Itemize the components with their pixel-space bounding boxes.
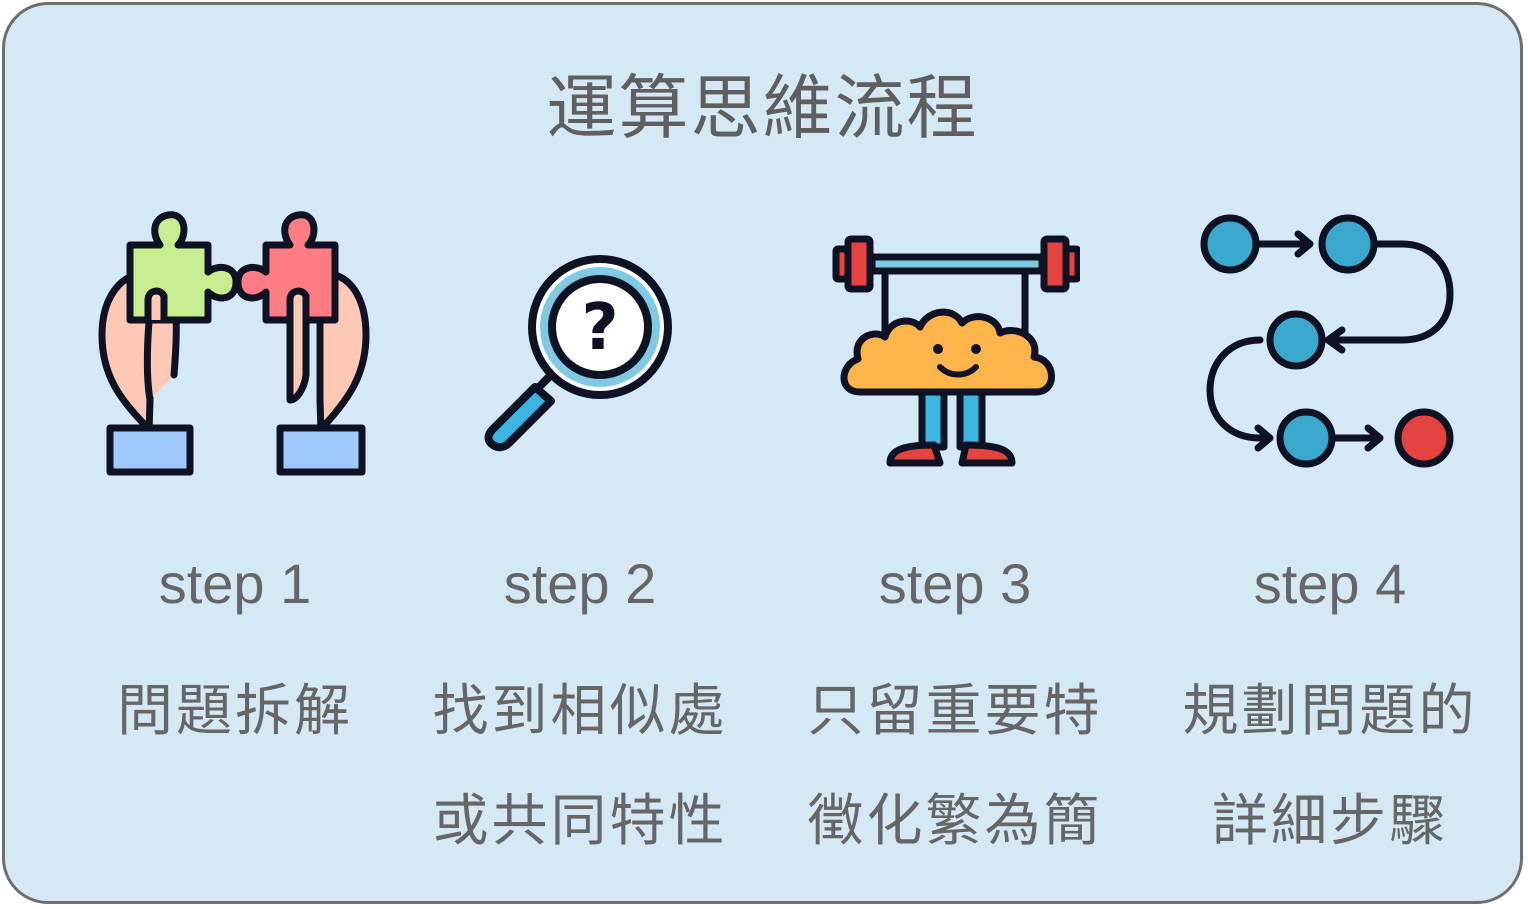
step-1-line-1: 問題拆解 (117, 679, 353, 744)
svg-text:?: ? (581, 291, 618, 365)
step-3-line-1: 只留重要特 (807, 679, 1103, 744)
step-3: step 3 只留重要特 徵化繁為簡 (765, 5, 1145, 907)
step-1-label: step 1 (158, 552, 312, 615)
step-2-line-2: 或共同特性 (432, 789, 728, 854)
step-4: step 4 規劃問題的 詳細步驟 (1140, 5, 1520, 907)
step-4-label: step 4 (1253, 552, 1407, 615)
step-1: step 1 問題拆解 (45, 5, 425, 907)
flow-path-icon (1200, 210, 1460, 474)
magnifier-question-icon: ? (475, 245, 685, 459)
step-4-line-2: 詳細步驟 (1212, 789, 1448, 854)
step-2-description: 找到相似處 或共同特性 (390, 657, 770, 877)
step-1-description: 問題拆解 (45, 657, 425, 767)
diagram-title: 運算思維流程 (546, 67, 979, 149)
step-3-line-2: 徵化繁為簡 (807, 789, 1103, 854)
step-3-description: 只留重要特 徵化繁為簡 (765, 657, 1145, 877)
step-3-label: step 3 (878, 552, 1032, 615)
step-4-description: 規劃問題的 詳細步驟 (1140, 657, 1520, 877)
step-2-line-1: 找到相似處 (432, 679, 728, 744)
brain-weightlifting-icon (830, 227, 1082, 481)
puzzle-hands-icon (90, 200, 380, 494)
step-2-label: step 2 (503, 552, 657, 615)
step-2: ? step 2 找到相似處 或共同特性 (390, 5, 770, 907)
step-4-line-1: 規劃問題的 (1182, 679, 1478, 744)
